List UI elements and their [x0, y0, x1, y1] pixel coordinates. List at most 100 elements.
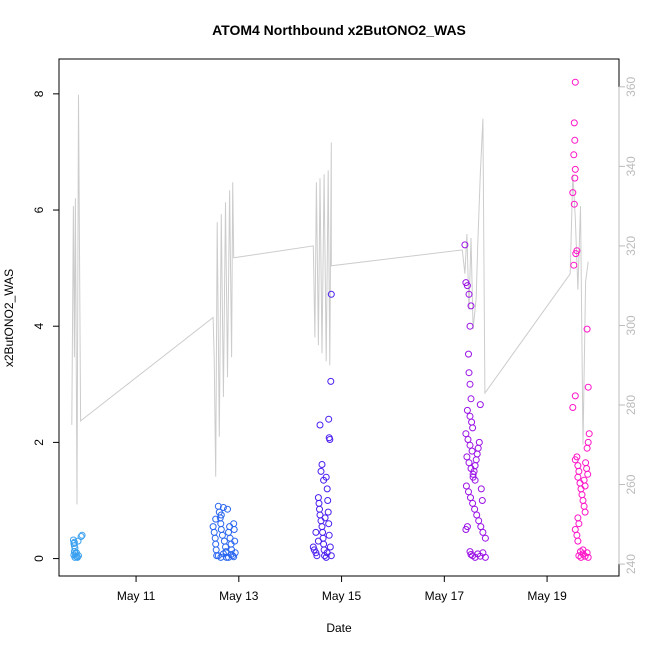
data-point-flight5 — [572, 250, 580, 258]
data-point-flight3 — [325, 415, 333, 423]
data-point-flight4 — [466, 441, 474, 449]
chart-title: ATOM4 Northbound x2ButONO2_WAS — [212, 22, 466, 38]
data-point-flight3 — [314, 494, 322, 502]
data-point-flight3 — [316, 421, 324, 429]
data-point-flight5 — [571, 526, 579, 533]
data-point-flight1 — [77, 533, 85, 540]
data-point-flight2 — [224, 505, 231, 513]
data-point-flight3 — [318, 523, 326, 531]
data-point-flight1 — [70, 538, 78, 546]
data-point-flight4 — [472, 456, 480, 464]
data-point-flight3 — [309, 543, 317, 551]
data-point-flight5 — [571, 392, 579, 400]
data-point-flight5 — [583, 444, 591, 452]
data-point-flight4 — [467, 302, 475, 310]
data-point-flight4 — [467, 494, 474, 502]
data-point-flight4 — [481, 534, 489, 542]
x-axis-label: Date — [326, 621, 352, 635]
data-point-flight3 — [317, 467, 325, 475]
data-point-flight3 — [314, 537, 322, 545]
data-point-flight4 — [465, 369, 473, 377]
data-point-flight5 — [570, 200, 578, 208]
data-point-flight2 — [212, 515, 220, 523]
data-point-flight3 — [326, 543, 334, 551]
data-point-flight4 — [471, 505, 479, 513]
data-point-flight2 — [231, 537, 239, 545]
data-point-flight1 — [71, 553, 79, 561]
data-point-flight2 — [211, 534, 219, 542]
data-point-flight3 — [324, 497, 332, 504]
data-point-flight3 — [317, 517, 325, 525]
data-point-flight3 — [323, 485, 331, 493]
data-point-flight5 — [579, 497, 587, 504]
data-point-flight4 — [475, 438, 483, 446]
data-point-flight4 — [469, 470, 477, 478]
y2-tick-label: 280 — [624, 395, 638, 415]
data-point-flight2 — [210, 528, 218, 536]
y2-tick-label: 240 — [624, 554, 638, 574]
data-point-flight2 — [222, 548, 230, 556]
data-point-flight4 — [463, 282, 471, 290]
data-point-flight5 — [573, 531, 581, 539]
data-point-flight4 — [468, 447, 476, 455]
data-point-flight3 — [323, 549, 331, 557]
data-point-flight5 — [570, 151, 578, 159]
y2-tick-label: 300 — [624, 315, 638, 335]
y2-tick-label: 260 — [624, 474, 638, 494]
data-point-flight3 — [313, 552, 321, 560]
data-point-flight4 — [469, 424, 477, 432]
data-point-flight5 — [580, 502, 588, 510]
data-point-flight5 — [584, 438, 592, 446]
data-point-flight4 — [469, 473, 477, 481]
data-point-flight4 — [466, 322, 474, 330]
data-point-flight5 — [574, 473, 582, 481]
data-point-flight4 — [474, 444, 482, 452]
data-point-flight3 — [312, 549, 320, 557]
data-point-flight2 — [220, 537, 228, 545]
data-point-flight1 — [78, 531, 86, 539]
data-point-flight4 — [461, 241, 469, 249]
data-point-flight5 — [575, 520, 583, 528]
background-line-layer — [71, 94, 589, 505]
plot-frame — [58, 58, 620, 577]
data-point-flight4 — [467, 551, 475, 558]
data-point-flight4 — [477, 523, 485, 531]
data-point-flight5 — [581, 508, 589, 516]
data-point-flight5 — [571, 165, 579, 173]
data-point-flight4 — [465, 350, 472, 358]
data-point-flight3 — [325, 520, 333, 528]
data-point-flight5 — [581, 482, 589, 490]
data-point-flight5 — [571, 78, 579, 86]
data-point-flight3 — [326, 436, 334, 443]
data-point-flight5 — [569, 404, 577, 411]
data-point-flight2 — [212, 546, 220, 554]
data-point-flight4 — [462, 482, 470, 490]
data-point-flight2 — [231, 549, 239, 557]
data-point-flight5 — [584, 470, 592, 478]
data-point-flight4 — [479, 528, 487, 536]
x-tick-label: May 17 — [425, 589, 465, 603]
y-axis-label: x2ButONO2_WAS — [2, 269, 16, 367]
data-point-flight2 — [217, 526, 225, 533]
data-point-flight3 — [312, 528, 320, 536]
data-point-flight3 — [327, 377, 335, 385]
data-point-flight4 — [478, 497, 486, 504]
data-point-flight4 — [463, 523, 471, 531]
data-point-flight3 — [319, 528, 327, 536]
data-point-flight4 — [469, 499, 477, 507]
data-point-flight1 — [74, 553, 81, 561]
data-point-flight4 — [465, 290, 473, 298]
data-point-flight5 — [580, 476, 588, 484]
y2-tick-label: 320 — [624, 236, 638, 256]
data-point-flight3 — [315, 499, 323, 507]
data-point-flight3 — [325, 531, 333, 539]
y-tick-label: 0 — [32, 555, 46, 562]
data-point-flight4 — [468, 418, 476, 426]
data-point-flight5 — [571, 456, 579, 464]
data-point-flight4 — [473, 511, 481, 519]
background-series-line — [71, 94, 589, 505]
data-point-flight5 — [574, 462, 582, 470]
data-point-flight2 — [212, 540, 220, 548]
data-point-flight5 — [584, 383, 592, 391]
